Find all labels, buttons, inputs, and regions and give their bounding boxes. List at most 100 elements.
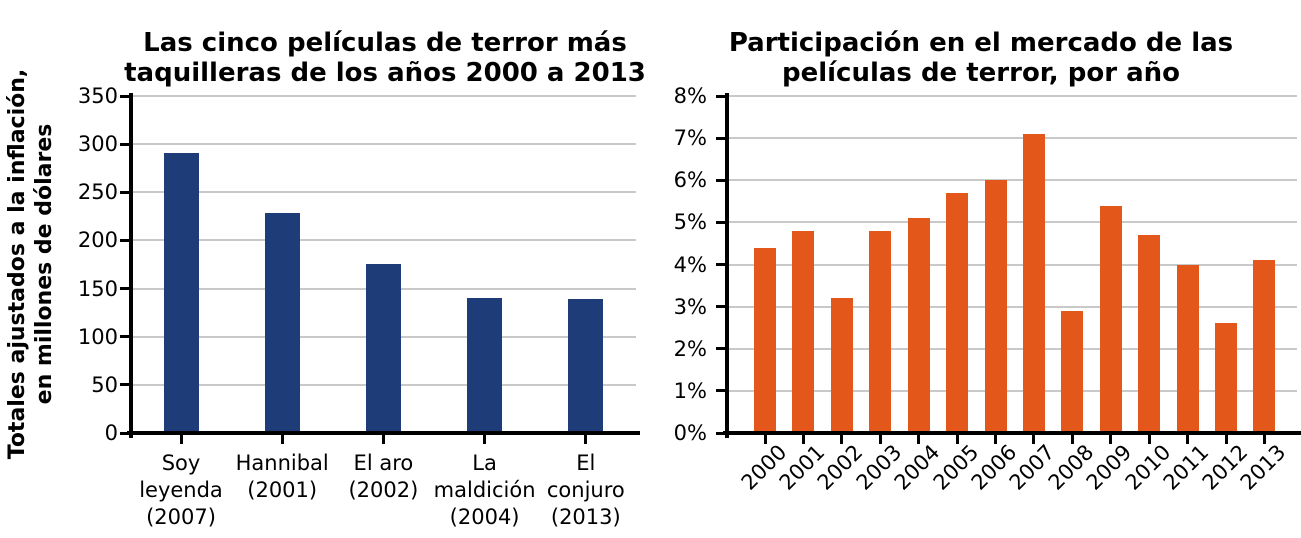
bar xyxy=(946,192,969,433)
x-axis-line xyxy=(723,431,1301,435)
gridline xyxy=(729,95,1297,97)
bar xyxy=(365,263,401,433)
bar xyxy=(1253,260,1276,433)
x-tick-label: La maldición (2004) xyxy=(433,451,536,529)
bar xyxy=(163,152,199,433)
y-tick-mark xyxy=(716,263,725,266)
x-tick-mark xyxy=(483,435,487,444)
y-axis-label-line1: Totales ajustados a la inflación, xyxy=(5,68,30,460)
gridline xyxy=(133,95,636,97)
x-tick-mark xyxy=(1224,435,1228,444)
x-tick-mark xyxy=(955,435,959,444)
x-tick-label: Hannibal (2001) xyxy=(235,451,329,502)
y-tick-mark xyxy=(120,383,129,387)
x-tick-mark xyxy=(994,435,998,444)
gridline xyxy=(729,347,1297,350)
gridline xyxy=(133,191,636,194)
x-tick-mark xyxy=(584,435,588,444)
x-tick-label: Soy leyenda (2007) xyxy=(139,451,223,529)
x-tick-mark xyxy=(280,435,284,444)
x-tick-mark xyxy=(1070,435,1074,444)
y-tick-mark xyxy=(120,431,129,435)
x-tick-mark xyxy=(878,435,882,444)
gridline xyxy=(729,137,1297,140)
bar xyxy=(1099,205,1122,433)
y-tick-label: 150 xyxy=(77,276,118,301)
x-tick-label: El aro (2002) xyxy=(348,451,419,502)
y-tick-mark xyxy=(716,136,725,140)
y-tick-label: 2% xyxy=(673,336,707,361)
gridline xyxy=(729,305,1297,308)
bar xyxy=(830,298,853,433)
gridline xyxy=(133,239,636,242)
x-tick-mark xyxy=(381,435,385,444)
bar xyxy=(754,247,776,433)
bar xyxy=(568,299,604,433)
y-tick-label: 250 xyxy=(77,180,118,205)
y-tick-label: 200 xyxy=(77,228,118,253)
bar xyxy=(1138,235,1161,433)
left-chart-title-line2: taquilleras de los años 2000 a 2013 xyxy=(124,57,646,88)
gridline xyxy=(729,221,1297,224)
y-axis-line xyxy=(725,93,729,438)
x-tick-mark xyxy=(1147,435,1151,444)
gridline xyxy=(729,263,1297,266)
bar xyxy=(264,213,300,433)
bar xyxy=(869,230,892,433)
y-axis-label-line2: en millones de dólares xyxy=(32,123,57,405)
x-tick-mark xyxy=(1109,435,1113,444)
right-chart-title-line1: Participación en el mercado de las xyxy=(728,27,1234,58)
x-tick-mark xyxy=(917,435,921,444)
left-chart-title: Las cinco películas de terror más taquil… xyxy=(70,28,700,88)
gridline xyxy=(729,389,1297,392)
x-axis-line xyxy=(127,431,640,435)
y-tick-label: 0% xyxy=(673,421,707,445)
y-tick-label: 50 xyxy=(91,372,118,397)
x-tick-mark xyxy=(1032,435,1036,444)
y-tick-mark xyxy=(716,178,725,182)
x-tick-mark xyxy=(763,435,767,444)
y-tick-mark xyxy=(716,305,725,309)
y-tick-label: 6% xyxy=(673,168,707,193)
y-tick-mark xyxy=(716,347,725,351)
y-tick-mark xyxy=(120,335,129,339)
bar xyxy=(1061,310,1084,433)
y-tick-mark xyxy=(716,94,725,98)
y-tick-mark xyxy=(120,287,129,291)
gridline xyxy=(133,143,636,146)
y-tick-mark xyxy=(120,142,129,146)
y-tick-mark xyxy=(120,238,129,242)
x-tick-mark xyxy=(1186,435,1190,444)
bar xyxy=(1176,264,1199,433)
bar xyxy=(984,180,1007,433)
bar xyxy=(907,218,930,433)
left-chart-y-axis-label: Totales ajustados a la inflación, en mil… xyxy=(4,49,58,479)
y-tick-label: 7% xyxy=(673,126,707,151)
bar xyxy=(467,298,503,433)
bar xyxy=(1022,133,1045,433)
y-tick-label: 300 xyxy=(77,132,118,157)
y-tick-mark xyxy=(716,389,725,393)
y-tick-mark xyxy=(120,190,129,194)
y-tick-label: 4% xyxy=(673,252,707,277)
x-tick-mark xyxy=(1262,435,1266,444)
gridline xyxy=(729,179,1297,182)
x-tick-mark xyxy=(840,435,844,444)
y-tick-label: 8% xyxy=(673,84,707,108)
y-tick-label: 100 xyxy=(77,324,118,349)
x-tick-label: El conjuro (2013) xyxy=(546,451,625,529)
x-tick-mark xyxy=(179,435,183,444)
bar xyxy=(792,230,815,433)
y-tick-mark xyxy=(716,220,725,224)
y-tick-label: 0 xyxy=(104,421,118,445)
y-tick-label: 3% xyxy=(673,294,707,319)
y-tick-mark xyxy=(120,94,129,98)
y-tick-label: 5% xyxy=(673,210,707,235)
y-axis-line xyxy=(129,93,133,438)
y-tick-mark xyxy=(716,431,725,435)
right-chart-title-line2: películas de terror, por año xyxy=(781,57,1181,88)
right-chart-title: Participación en el mercado de las pelíc… xyxy=(656,28,1301,88)
y-tick-label: 350 xyxy=(77,84,118,108)
left-chart-title-line1: Las cinco películas de terror más xyxy=(143,27,627,58)
